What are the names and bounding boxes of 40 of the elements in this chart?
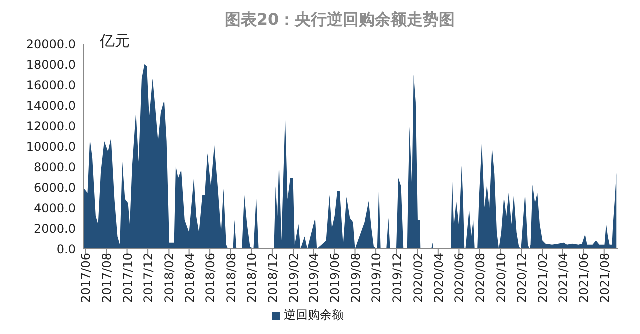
y-tick-label: 8000.0 <box>34 160 76 174</box>
x-tick-label: 2019/06 <box>328 253 342 303</box>
x-tick-label: 2019/08 <box>348 253 363 303</box>
y-tick-label: 10000.0 <box>26 140 76 154</box>
x-tick-label: 2017/10 <box>120 253 135 303</box>
x-tick-label: 2017/06 <box>79 253 94 303</box>
y-tick-label: 6000.0 <box>34 180 76 195</box>
y-tick-label: 20000.0 <box>26 37 76 52</box>
x-tick-label: 2020/06 <box>452 253 467 303</box>
legend-label: 逆回购余额 <box>284 308 344 322</box>
chart-title: 图表20：央行逆回购余额走势图 <box>224 10 456 29</box>
x-tick-label: 2018/10 <box>245 253 260 303</box>
y-tick-label: 0.0 <box>56 242 76 256</box>
x-tick-label: 2019/10 <box>370 253 384 303</box>
y-tick-label: 16000.0 <box>26 78 76 92</box>
x-tick-label: 2020/04 <box>432 253 446 303</box>
y-tick-label: 14000.0 <box>26 98 76 113</box>
x-tick-label: 2018/08 <box>224 253 238 303</box>
x-tick-label: 2021/06 <box>577 253 592 303</box>
x-tick-label: 2018/12 <box>266 253 280 303</box>
x-tick-label: 2019/12 <box>390 253 404 303</box>
x-tick-label: 2019/02 <box>287 253 302 303</box>
x-tick-label: 2018/04 <box>182 253 197 303</box>
y-tick-label: 2000.0 <box>34 222 76 236</box>
x-tick-label: 2021/04 <box>556 253 570 303</box>
x-tick-label: 2020/10 <box>494 253 508 303</box>
x-tick-label: 2017/12 <box>142 253 156 303</box>
x-tick-label: 2018/02 <box>162 253 177 303</box>
y-tick-label: 4000.0 <box>34 201 76 216</box>
y-tick-label: 18000.0 <box>26 58 76 72</box>
y-axis-title: 亿元 <box>100 32 130 51</box>
x-tick-label: 2020/02 <box>411 253 426 303</box>
y-tick-label: 12000.0 <box>26 119 76 134</box>
x-tick-label: 2018/06 <box>204 253 218 303</box>
x-tick-label: 2020/08 <box>474 253 488 303</box>
x-tick-label: 2019/04 <box>307 253 322 303</box>
x-tick-label: 2021/02 <box>536 253 550 303</box>
x-tick-label: 2021/08 <box>598 253 612 303</box>
x-tick-label: 2020/12 <box>515 253 530 303</box>
x-tick-label: 2017/08 <box>100 253 114 303</box>
